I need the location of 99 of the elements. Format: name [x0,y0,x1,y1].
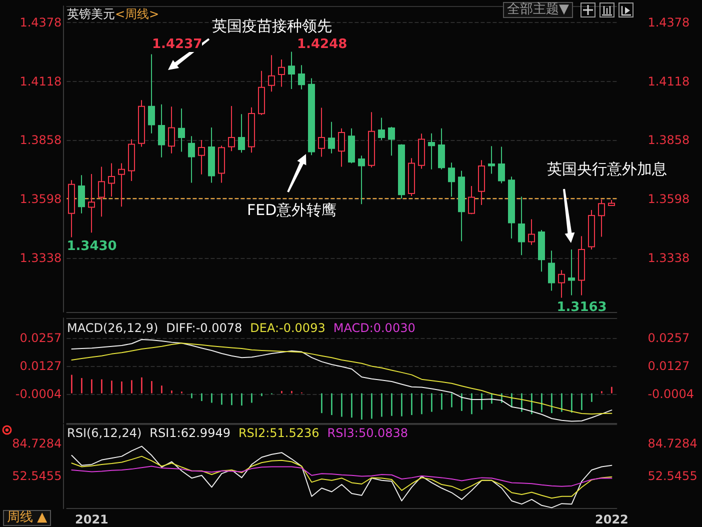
candlestick [418,133,425,170]
y2-tick-label: 1.3338 [648,251,690,266]
y2-tick-label: -0.0004 [648,387,694,402]
y-tick-label: 0.0257 [20,331,62,346]
x-tick-label: 2022 [594,512,628,527]
x-tick-label: 2021 [74,512,108,527]
candlestick [178,108,185,152]
y2-tick-label: 1.4378 [648,15,690,30]
candlestick [168,106,175,154]
candlestick [298,64,305,90]
candlestick [258,70,265,116]
candlestick [488,146,495,174]
candlestick [88,173,95,234]
y2-tick-label: 84.7284 [648,436,698,451]
candlestick [278,58,285,88]
annotation: 1.4237 [152,37,202,52]
y2-tick-label: 1.4118 [648,74,690,88]
annotation: FED意外转鹰 [247,201,337,220]
candlestick [558,270,565,298]
y-tick-label: 52.5455 [12,468,62,483]
candlestick [158,104,165,158]
series-label: DEA:-0.0093 [250,321,326,335]
candlestick [608,200,615,206]
candlestick [208,126,215,184]
candlestick [568,248,575,296]
y-tick-label: -0.0004 [15,387,62,402]
line-series [71,466,612,487]
candlestick [338,128,345,168]
chart-title: 英镑美元 [67,7,115,21]
candlestick [478,160,485,206]
candlestick [408,158,415,196]
y-tick-label: 0.0127 [20,358,62,373]
candlestick [358,155,365,205]
candlestick [438,128,445,170]
candlestick [288,51,295,90]
line-series [71,446,612,508]
chart-title: MACD(26,12,9) [67,321,158,335]
candlestick [548,250,555,292]
series-label: RSI1:62.9949 [150,426,230,440]
candlestick [98,166,105,218]
candlestick [328,121,335,154]
candlestick [498,146,505,184]
y-tick-label: 1.4378 [20,15,62,30]
candlestick [458,170,465,242]
annotation: 英国央行意外加息 [547,160,667,179]
candlestick [588,210,595,250]
text: RSI3:50.0838 [327,426,408,440]
candlestick [388,126,395,156]
candlestick [68,180,75,238]
candlestick [128,138,135,182]
candlestick [378,117,385,140]
candlestick [228,105,235,152]
candlestick [538,229,545,272]
y2-tick-label: 52.5455 [648,468,698,483]
candlestick [428,132,435,170]
annotation: 1.3163 [556,300,607,315]
annotation: 1.3430 [66,239,117,254]
y-tick-label: 1.4118 [20,74,62,88]
candlestick [108,162,115,198]
candlestick [368,112,375,168]
text: RSI2:51.5236 [238,426,320,440]
y2-tick-label: 1.3598 [648,192,690,206]
candlestick [528,218,535,246]
candlestick [78,174,85,214]
y2-tick-label: 0.0127 [648,358,690,373]
y-tick-label: 1.3858 [20,133,62,148]
y2-tick-label: 1.3858 [648,133,690,148]
y-tick-label: 84.7284 [12,436,62,451]
candlestick [148,54,155,134]
candlestick [448,162,455,198]
candlestick [118,162,125,208]
candlestick [518,196,525,256]
candlestick [578,236,585,296]
candlestick [138,100,145,148]
annotation: 全部主题▼ [503,2,573,18]
candlestick [218,145,225,184]
y2-tick-label: 0.0257 [648,331,690,346]
series-label: DIFF:-0.0078 [166,321,242,335]
candlestick [398,144,405,200]
chart-title: RSI(6,12,24) [67,426,142,440]
candlestick [268,54,275,92]
candlestick [508,176,515,240]
candlestick [468,185,475,215]
candlestick [598,198,605,238]
candlestick [348,128,355,164]
candlestick [188,136,195,184]
annotation: 1.4248 [297,37,348,52]
candlestick [308,78,315,156]
chart-subtitle: <周线> [115,7,160,21]
candlestick [248,106,255,154]
line-series [71,456,612,499]
text: 周线 ▲ [3,510,52,526]
candlestick [318,107,325,158]
y-tick-label: 1.3598 [20,192,62,206]
annotation: 英国疫苗接种领先 [212,17,332,36]
y-tick-label: 1.3338 [20,251,62,266]
annotation: MACD:0.0030 [333,321,416,335]
candlestick [198,139,205,175]
candlestick [238,114,245,154]
